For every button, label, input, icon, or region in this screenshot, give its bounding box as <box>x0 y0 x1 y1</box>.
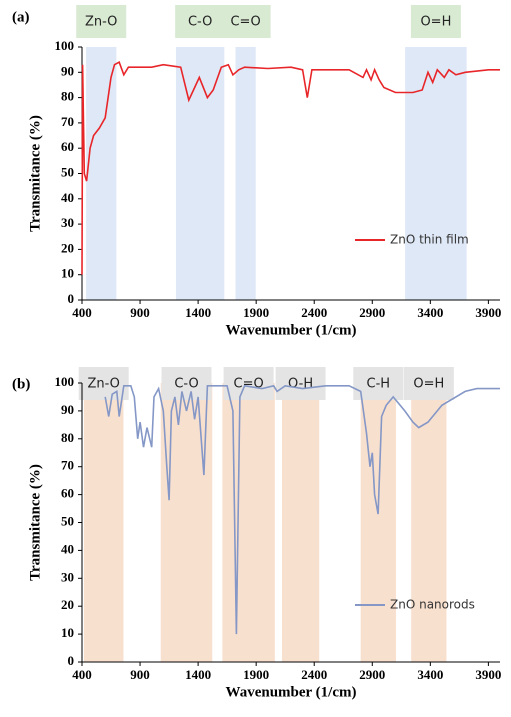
band-label-box <box>410 5 461 38</box>
x-tick-label: 2400 <box>301 667 327 682</box>
y-tick-label: 100 <box>55 374 75 389</box>
band-label-box <box>223 367 274 400</box>
x-tick-label: 900 <box>130 667 150 682</box>
band-label: O=H <box>413 377 444 392</box>
x-axis-title: Wavenumber (1/cm) <box>226 684 357 700</box>
x-tick-label: 900 <box>130 305 150 320</box>
panel-label: (a) <box>12 9 30 25</box>
x-tick-label: 2400 <box>301 305 327 320</box>
x-tick-label: 3900 <box>475 667 501 682</box>
band-label-box <box>76 5 127 38</box>
band <box>405 47 467 300</box>
band <box>86 47 117 300</box>
band <box>281 383 320 662</box>
x-tick-label: 1400 <box>185 667 211 682</box>
x-axis-title: Wavenumber (1/cm) <box>226 322 357 338</box>
band-label: C-O <box>174 377 198 392</box>
y-tick-label: 100 <box>55 38 75 53</box>
y-tick-label: 90 <box>61 402 74 417</box>
x-tick-label: 2900 <box>359 667 385 682</box>
y-tick-label: 90 <box>61 63 74 78</box>
y-tick-label: 70 <box>61 458 74 473</box>
x-tick-label: 2900 <box>359 305 385 320</box>
band <box>175 47 225 300</box>
y-tick-label: 80 <box>61 89 74 104</box>
band <box>83 383 124 662</box>
band <box>235 47 256 300</box>
y-tick-label: 50 <box>61 164 74 179</box>
y-tick-label: 40 <box>61 541 74 556</box>
y-tick-label: 60 <box>61 486 74 501</box>
x-tick-label: 400 <box>72 305 92 320</box>
band <box>411 383 447 662</box>
band-label-box <box>78 367 129 400</box>
band-label: Zn-O <box>87 377 119 392</box>
y-tick-label: 30 <box>61 569 74 584</box>
legend-label: ZnO nanorods <box>390 598 475 612</box>
band-label: C=O <box>234 377 264 392</box>
panel-label: (b) <box>12 376 30 392</box>
y-axis-title: Transmitance (%) <box>27 464 43 581</box>
band-label-box <box>403 367 454 400</box>
y-tick-label: 80 <box>61 430 74 445</box>
band-label-box <box>275 367 326 400</box>
band <box>222 383 275 662</box>
y-tick-label: 60 <box>61 139 74 154</box>
y-tick-label: 0 <box>68 291 75 306</box>
band-label: C-H <box>367 377 391 392</box>
x-tick-label: 400 <box>72 667 92 682</box>
y-tick-label: 0 <box>68 653 75 668</box>
series-line <box>104 384 500 635</box>
band-label-box <box>175 5 226 38</box>
band-label-box <box>220 5 271 38</box>
y-tick-label: 30 <box>61 215 74 230</box>
y-tick-label: 40 <box>61 190 74 205</box>
band <box>160 383 213 662</box>
band-label: Zn-O <box>85 15 117 30</box>
band-label-box <box>161 367 212 400</box>
x-tick-label: 3900 <box>475 305 501 320</box>
y-tick-label: 20 <box>61 240 74 255</box>
legend-label: ZnO thin film <box>390 233 469 247</box>
y-tick-label: 70 <box>61 114 74 129</box>
x-tick-label: 1400 <box>185 305 211 320</box>
x-tick-label: 3400 <box>417 305 443 320</box>
band-label: C-O <box>188 15 212 30</box>
y-axis-title: Transmitance (%) <box>27 115 43 232</box>
x-tick-label: 3400 <box>417 667 443 682</box>
band-label: C=O <box>230 15 260 30</box>
band-label: O=H <box>420 15 451 30</box>
series-line <box>81 61 500 275</box>
band-label: O-H <box>288 377 313 392</box>
x-tick-label: 1900 <box>243 305 269 320</box>
y-tick-label: 10 <box>61 625 74 640</box>
x-tick-label: 1900 <box>243 667 269 682</box>
y-tick-label: 10 <box>61 266 74 281</box>
y-tick-label: 20 <box>61 597 74 612</box>
y-tick-label: 50 <box>61 513 74 528</box>
